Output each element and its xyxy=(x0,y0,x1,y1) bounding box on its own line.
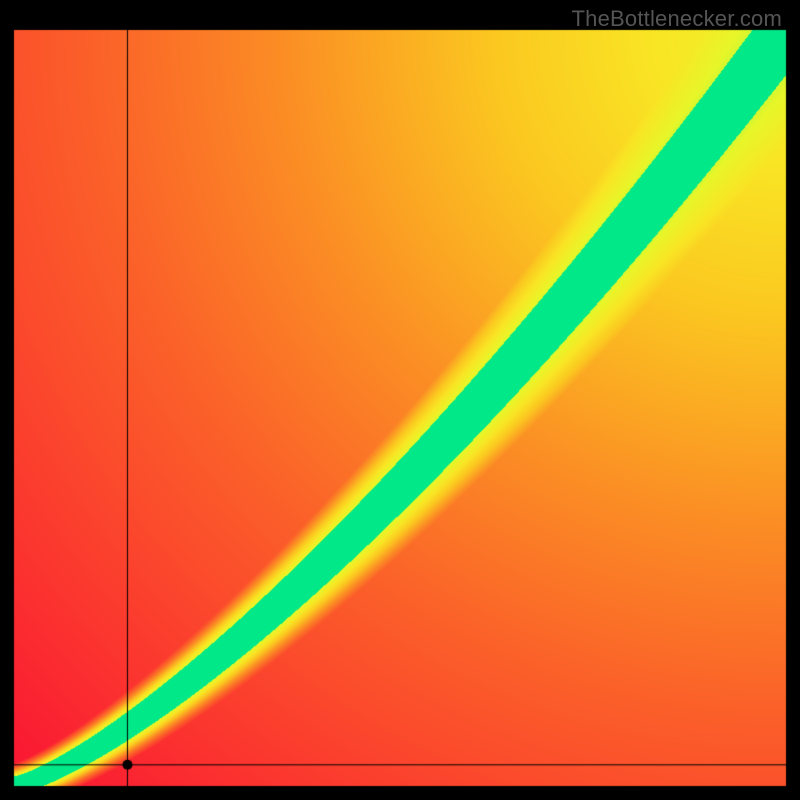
watermark-text: TheBottlenecker.com xyxy=(572,6,782,32)
chart-container: TheBottlenecker.com xyxy=(0,0,800,800)
heatmap-canvas xyxy=(0,0,800,800)
